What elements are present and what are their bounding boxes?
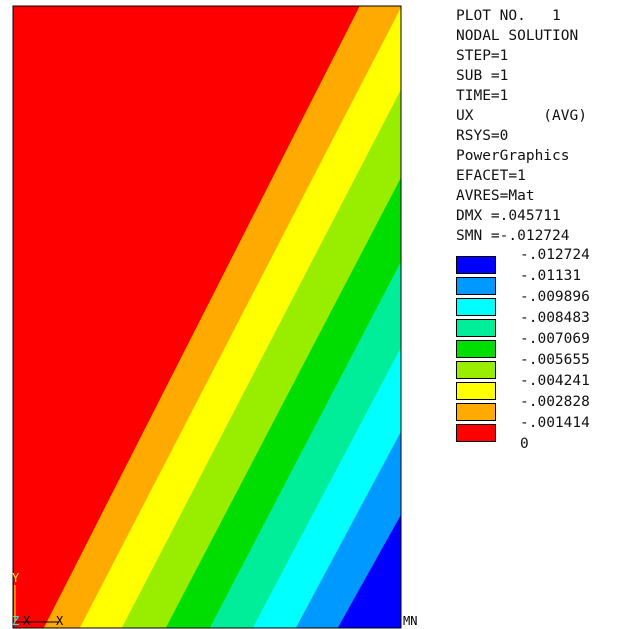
legend-swatch (456, 340, 496, 358)
min-marker-label: MN (403, 614, 417, 628)
legend-value: -.002828 (520, 394, 590, 410)
contour-bands (12, 5, 402, 629)
info-powergraphics: PowerGraphics (456, 148, 570, 164)
legend-value: -.009896 (520, 289, 590, 305)
triad-x-label: X (23, 614, 31, 628)
coordinate-triad: Y Z X X (12, 571, 64, 628)
plot-info-panel: PLOT NO. 1 NODAL SOLUTION STEP=1 SUB =1 … (456, 6, 636, 606)
model-outline (12, 5, 402, 629)
legend-swatch (456, 403, 496, 421)
legend-swatch (456, 256, 496, 274)
legend-swatch (456, 382, 496, 400)
legend-value: -.004241 (520, 373, 590, 389)
info-step: STEP=1 (456, 48, 509, 64)
info-result-item: UX (AVG) (456, 108, 587, 124)
info-avres: AVRES=Mat (456, 188, 535, 204)
legend-swatch (456, 424, 496, 442)
info-solution-type: NODAL SOLUTION (456, 28, 579, 44)
legend-swatch (456, 319, 496, 337)
info-dmx: DMX =.045711 (456, 208, 561, 224)
legend-value: -.001414 (520, 415, 590, 431)
triad-z-label: Z (12, 614, 19, 628)
legend-value: 0 (520, 436, 529, 452)
info-smn: SMN =-.012724 (456, 228, 570, 244)
legend-value: -.01131 (520, 268, 582, 284)
legend-value: -.008483 (520, 310, 590, 326)
legend-swatch (456, 277, 496, 295)
triad-y-label: Y (12, 571, 20, 585)
triad-x-label-2: X (56, 614, 64, 628)
info-plot-number: PLOT NO. 1 (456, 8, 561, 24)
legend-value: -.007069 (520, 331, 590, 347)
legend-value: -.005655 (520, 352, 590, 368)
info-efacet: EFACET=1 (456, 168, 526, 184)
info-rsys: RSYS=0 (456, 128, 509, 144)
info-time: TIME=1 (456, 88, 509, 104)
legend-swatch (456, 361, 496, 379)
legend-value: -.012724 (520, 247, 590, 263)
legend-swatch (456, 298, 496, 316)
info-substep: SUB =1 (456, 68, 509, 84)
